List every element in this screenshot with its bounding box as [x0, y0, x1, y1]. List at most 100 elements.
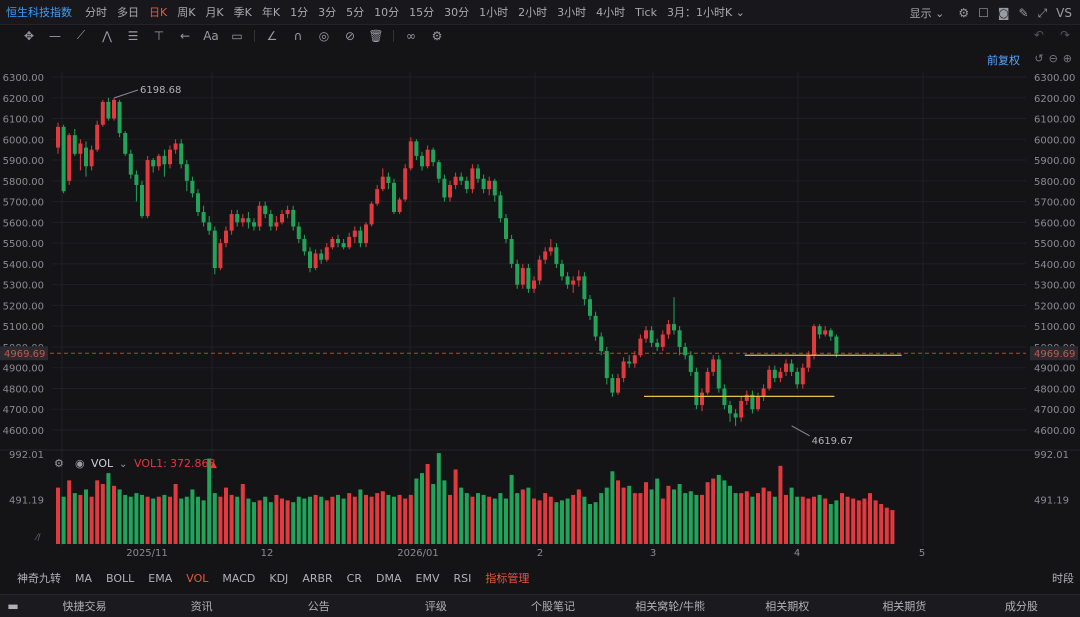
volume-bar — [487, 496, 492, 544]
tab-timeframe[interactable]: 周K — [177, 6, 196, 19]
arrow-tool-icon[interactable]: ← — [179, 28, 191, 43]
indicator-manage-button[interactable]: 指标管理 — [485, 572, 530, 585]
tab-timeframe[interactable]: 月K — [205, 6, 224, 19]
gear-icon[interactable]: ⚙ — [54, 457, 64, 470]
tab-timeframe[interactable]: 5分 — [346, 6, 365, 19]
tab-timeframe[interactable]: Tick — [635, 5, 657, 19]
eye-icon[interactable]: ◉ — [75, 457, 85, 470]
link-icon[interactable]: ∞ — [406, 28, 416, 43]
volume-bar — [571, 494, 576, 544]
price-tick-right: 5400.00 — [1034, 260, 1075, 271]
indicator-tab[interactable]: DMA — [376, 571, 402, 585]
instrument-title[interactable]: 恒生科技指数 — [6, 6, 72, 19]
indicator-tab[interactable]: MA — [75, 571, 93, 585]
indicator-tab-active[interactable]: VOL — [186, 571, 209, 585]
trash-icon[interactable]: 🗑 — [368, 28, 384, 43]
undo-icon[interactable]: ↶ — [1033, 28, 1044, 42]
candle-body — [296, 226, 301, 239]
candle-body — [336, 238, 340, 244]
tab-timeframe[interactable]: 3分 — [318, 6, 337, 19]
volume-bar — [464, 493, 469, 544]
candle-body — [274, 222, 279, 227]
volume-bar — [296, 496, 301, 544]
layout-square-icon[interactable]: ☐ — [978, 5, 989, 20]
indicator-tab[interactable]: EMA — [148, 571, 173, 585]
tab-timeframe[interactable]: 多日 — [117, 6, 139, 19]
indicator-tab[interactable]: MACD — [222, 571, 256, 585]
comment-tool-icon[interactable]: ▭ — [231, 28, 243, 43]
indicator-tabs: 神奇九转 MA BOLL EMA VOL MACD KDJ ARBR CR DM… — [0, 568, 1080, 588]
indicator-tab[interactable]: CR — [346, 571, 362, 585]
indicator-tab[interactable]: KDJ — [269, 571, 289, 585]
reset-icon[interactable]: ↺ — [1034, 52, 1044, 65]
redo-icon[interactable]: ↷ — [1059, 28, 1070, 42]
bottom-tab[interactable]: 快捷交易 — [62, 600, 107, 613]
settings-icon[interactable]: ⚙ — [431, 28, 443, 43]
expand-icon[interactable]: ⤢ — [1037, 5, 1048, 20]
tab-timeframe-active[interactable]: 日K — [149, 6, 168, 19]
volume-bar — [733, 493, 738, 544]
bottom-tab[interactable]: 相关期货 — [882, 600, 927, 613]
panel-toggle-icon[interactable]: ▬ — [7, 599, 19, 613]
indicator-tab[interactable]: ARBR — [302, 571, 333, 585]
volume-bar — [660, 498, 665, 544]
candle-body — [739, 400, 744, 418]
measure-tool-icon[interactable]: ⊤ — [153, 28, 165, 43]
bottom-tab[interactable]: 相关期权 — [765, 600, 810, 613]
zoom-in-icon[interactable]: ⊕ — [1062, 52, 1072, 65]
indicator-tab[interactable]: 神奇九转 — [17, 572, 61, 585]
tab-timeframe[interactable]: 4小时 — [596, 6, 626, 19]
ray-tool-icon[interactable]: ⟋ — [76, 28, 86, 42]
volume-bar — [364, 494, 368, 544]
candle-body — [459, 176, 464, 181]
candle-body — [442, 178, 447, 198]
zoom-out-icon[interactable]: ⊖ — [1048, 52, 1058, 65]
text-tool-icon[interactable]: Aa — [203, 28, 219, 43]
gear-icon[interactable]: ⚙ — [958, 5, 970, 20]
price-tick-left: 5200.00 — [3, 301, 44, 312]
volume-bar — [436, 453, 441, 544]
crosshair-move-icon[interactable]: ✥ — [23, 28, 35, 43]
candle-body — [588, 299, 592, 316]
pen-icon[interactable]: ✎ — [1018, 5, 1029, 20]
tab-timeframe[interactable]: 年K — [261, 6, 281, 19]
magnet-icon[interactable]: ∩ — [293, 28, 303, 43]
bottom-tab[interactable]: 相关窝轮/牛熊 — [635, 600, 705, 613]
display-dropdown[interactable]: 显示 ⌄ — [905, 5, 950, 21]
indicator-tab[interactable]: BOLL — [106, 571, 135, 585]
volume-bar — [767, 491, 772, 544]
tab-timeframe[interactable]: 15分 — [409, 6, 435, 19]
tab-timeframe[interactable]: 季K — [233, 6, 252, 19]
tab-timeframe[interactable]: 1分 — [290, 6, 309, 19]
camera-icon[interactable]: ◙ — [997, 5, 1010, 20]
eraser-icon[interactable]: ∠ — [266, 28, 278, 43]
lock-icon[interactable]: ◎ — [318, 28, 330, 43]
adjust-mode-button[interactable]: 前复权 — [987, 54, 1020, 67]
tab-timeframe[interactable]: 分时 — [85, 6, 107, 19]
kline-chart[interactable]: 6300.00 6300.00 6200.00 6200.00 6100.00 6100.… — [0, 46, 1080, 568]
tab-timeframe[interactable]: 30分 — [444, 6, 470, 19]
line-tool-icon[interactable]: — — [49, 28, 61, 43]
tab-timeframe[interactable]: 1小时 — [479, 6, 509, 19]
bottom-tab[interactable]: 公告 — [307, 600, 330, 613]
candle-body — [302, 238, 307, 252]
bottom-tab[interactable]: 资讯 — [190, 600, 213, 613]
tab-timeframe[interactable]: 3小时 — [557, 6, 587, 19]
bottom-tab[interactable]: 个股笔记 — [530, 600, 575, 613]
hide-drawings-icon[interactable]: ⊘ — [344, 28, 356, 43]
volume-tick-left: 992.01 — [9, 450, 44, 461]
bottom-tab[interactable]: 成分股 — [1004, 600, 1038, 613]
compare-vs-icon[interactable]: VS — [1056, 5, 1072, 20]
session-button[interactable]: 时段 — [1052, 572, 1074, 585]
pattern-tool-icon[interactable]: ⋀ — [102, 28, 112, 43]
tab-timeframe[interactable]: 10分 — [374, 6, 400, 19]
bottom-tab[interactable]: 评级 — [424, 600, 447, 613]
chevron-down-icon[interactable]: ⌄ — [119, 459, 127, 470]
period-dropdown[interactable]: 3月：1小时K ⌄ — [662, 4, 750, 20]
volume-bar — [459, 487, 464, 544]
indicator-tab[interactable]: RSI — [453, 571, 472, 585]
volume-bar — [319, 496, 324, 544]
tab-timeframe[interactable]: 2小时 — [518, 6, 548, 19]
fib-tool-icon[interactable]: ☰ — [127, 28, 139, 43]
indicator-tab[interactable]: EMV — [415, 571, 440, 585]
